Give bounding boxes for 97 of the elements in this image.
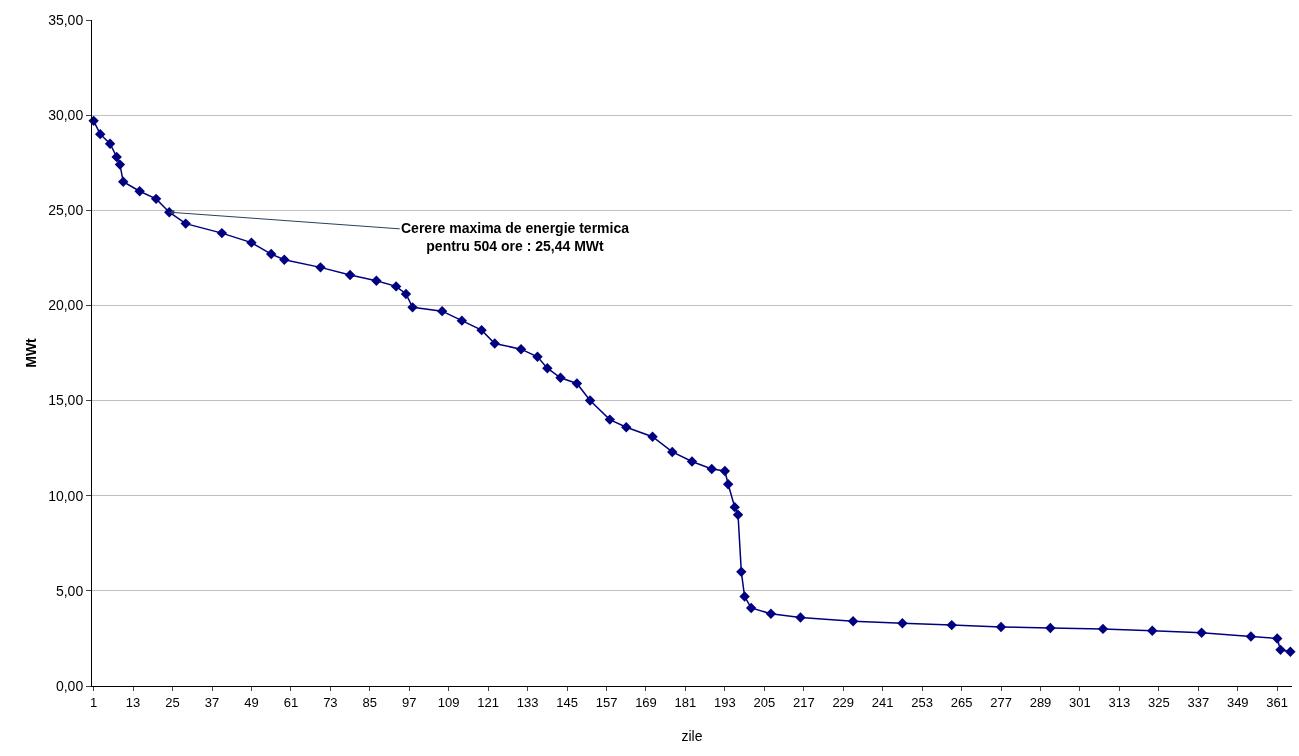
point bbox=[1097, 623, 1109, 635]
point bbox=[729, 501, 740, 513]
point bbox=[456, 315, 468, 326]
point bbox=[118, 176, 129, 187]
x-tick-label: 313 bbox=[1108, 694, 1131, 710]
x-tick-label: 37 bbox=[204, 694, 220, 710]
x-tick-label: 277 bbox=[990, 694, 1012, 710]
point bbox=[604, 414, 616, 425]
x-tick-label: 61 bbox=[283, 694, 299, 710]
point bbox=[995, 621, 1007, 633]
point bbox=[745, 602, 757, 614]
x-tick-label: 229 bbox=[832, 694, 855, 710]
point bbox=[265, 248, 277, 260]
x-tick-label: 73 bbox=[323, 694, 338, 710]
x-tick-label: 361 bbox=[1266, 694, 1289, 710]
point bbox=[216, 227, 228, 239]
x-tick-label: 109 bbox=[437, 694, 460, 710]
point bbox=[795, 612, 806, 623]
y-tick-label: 25,00 bbox=[48, 202, 84, 219]
x-tick-label: 25 bbox=[165, 694, 180, 710]
point bbox=[847, 616, 859, 627]
point bbox=[1196, 627, 1207, 638]
point bbox=[476, 324, 487, 336]
x-tick-label: 241 bbox=[871, 694, 894, 710]
point bbox=[407, 302, 418, 313]
point bbox=[1147, 625, 1158, 637]
point bbox=[390, 281, 402, 292]
point bbox=[95, 128, 106, 140]
point bbox=[621, 422, 632, 433]
point bbox=[542, 363, 553, 374]
point bbox=[667, 446, 678, 458]
x-tick-label: 97 bbox=[402, 694, 417, 710]
x-tick-label: 13 bbox=[125, 694, 141, 710]
y-axis-title: MWt bbox=[22, 337, 39, 368]
point bbox=[111, 151, 122, 163]
x-tick-label: 133 bbox=[516, 694, 539, 710]
point bbox=[1275, 644, 1286, 656]
point bbox=[180, 218, 191, 229]
point bbox=[344, 269, 356, 281]
x-tick-label: 85 bbox=[362, 694, 378, 710]
point bbox=[150, 193, 162, 205]
point bbox=[706, 463, 717, 475]
point bbox=[739, 591, 750, 602]
point bbox=[532, 351, 543, 363]
y-tick-label: 0,00 bbox=[55, 677, 84, 694]
annotation: Cerere maxima de energie termica pentru 504 ore : 25,44 MWt bbox=[401, 220, 630, 255]
point bbox=[114, 159, 126, 170]
x-tick-label: 325 bbox=[1148, 694, 1170, 710]
x-tick-label: 301 bbox=[1069, 694, 1091, 710]
x-tick-label: 49 bbox=[244, 694, 259, 710]
y-tick-label: 10,00 bbox=[48, 487, 84, 504]
y-tick-label: 35,00 bbox=[48, 11, 84, 28]
point bbox=[1272, 633, 1283, 644]
x-axis-title: zile bbox=[681, 727, 703, 744]
point bbox=[1045, 622, 1056, 634]
x-tick-label: 193 bbox=[714, 694, 736, 710]
point bbox=[315, 262, 326, 273]
point bbox=[371, 275, 382, 286]
x-tick-label: 217 bbox=[792, 694, 815, 710]
point bbox=[946, 619, 957, 631]
x-tick-label: 157 bbox=[595, 694, 618, 710]
y-tick-label: 30,00 bbox=[48, 107, 84, 124]
point bbox=[1245, 631, 1257, 642]
point bbox=[246, 237, 257, 248]
x-tick-label: 289 bbox=[1029, 694, 1052, 710]
x-tick-label: 181 bbox=[674, 694, 697, 710]
x-tick-label: 253 bbox=[911, 694, 933, 710]
point bbox=[515, 343, 527, 355]
point bbox=[765, 608, 777, 619]
point bbox=[436, 305, 448, 317]
point bbox=[647, 431, 658, 442]
point bbox=[134, 186, 145, 197]
point bbox=[279, 254, 290, 265]
x-tick-label: 169 bbox=[635, 694, 657, 710]
x-tick-label: 145 bbox=[556, 694, 578, 710]
point bbox=[555, 372, 566, 383]
point bbox=[571, 378, 583, 389]
x-tick-label: 1 bbox=[90, 694, 98, 710]
point bbox=[1285, 646, 1296, 657]
point bbox=[686, 456, 698, 467]
point bbox=[489, 338, 500, 349]
point bbox=[736, 566, 747, 578]
x-tick-label: 121 bbox=[477, 694, 500, 710]
y-tick-label: 20,00 bbox=[48, 297, 84, 314]
x-tick-label: 337 bbox=[1187, 694, 1210, 710]
y-tick-label: 15,00 bbox=[48, 392, 84, 409]
point bbox=[719, 465, 731, 477]
point bbox=[400, 288, 412, 300]
point bbox=[104, 138, 116, 149]
x-tick-label: 205 bbox=[753, 694, 776, 710]
x-tick-label: 349 bbox=[1226, 694, 1249, 710]
y-tick-label: 5,00 bbox=[55, 582, 84, 599]
point bbox=[732, 509, 744, 520]
point bbox=[584, 395, 596, 406]
point bbox=[722, 479, 734, 490]
point bbox=[897, 618, 908, 629]
x-tick-label: 265 bbox=[950, 694, 973, 710]
